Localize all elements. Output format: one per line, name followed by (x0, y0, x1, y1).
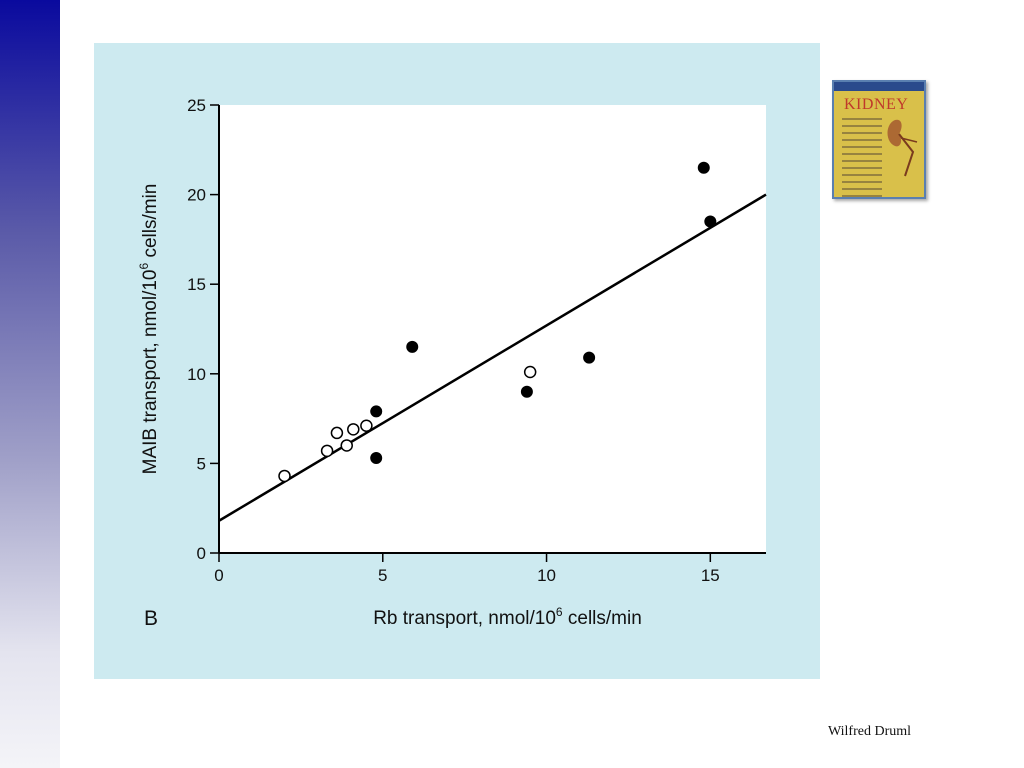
book-cover-image: KIDNEY (832, 80, 926, 199)
y-tick-label: 0 (197, 544, 206, 563)
book-cover-text-lines (842, 118, 882, 197)
x-tick-label: 15 (701, 566, 720, 585)
figure-panel: 0 5 10 15 20 25 0 5 10 15 MAIB transport, nmol/10… (94, 43, 820, 679)
open-data-point (278, 469, 291, 483)
filled-data-point (520, 385, 533, 398)
y-tick-label: 5 (197, 454, 206, 473)
filled-data-point (697, 161, 710, 174)
open-data-point (360, 419, 373, 433)
y-axis-label: MAIB transport, nmol/106 cells/min (137, 184, 161, 475)
filled-data-point (583, 351, 596, 364)
x-tick-label: 10 (537, 566, 556, 585)
y-tick-label: 25 (187, 96, 206, 115)
data-points (278, 161, 717, 483)
x-axis-label: Rb transport, nmol/106 cells/min (373, 605, 642, 629)
scatter-chart: 0 5 10 15 20 25 0 5 10 15 MAIB transport, nmol/10… (137, 96, 767, 630)
open-data-point (330, 426, 344, 440)
y-axis-label-unit: cells/min (140, 184, 161, 263)
x-tick-label: 5 (378, 566, 387, 585)
panel-label: B (144, 607, 158, 630)
x-tick-label: 0 (214, 566, 223, 585)
filled-data-point (370, 405, 383, 418)
book-cover-title: KIDNEY (844, 96, 909, 113)
author-credit: Wilfred Druml (828, 724, 912, 739)
book-cover-band (834, 82, 924, 91)
x-axis-label-main: Rb transport, nmol/10 (373, 608, 556, 629)
open-data-point (340, 439, 353, 452)
y-tick-label: 20 (187, 186, 206, 205)
kidney-illustration-icon (887, 119, 918, 177)
x-axis-label-unit: cells/min (563, 608, 642, 629)
y-axis-label-main: MAIB transport, nmol/10 (140, 270, 161, 475)
x-axis-label-superscript: 6 (556, 605, 563, 619)
axes (218, 105, 766, 554)
fit-line-group (218, 193, 767, 522)
tick-marks: 0 5 10 15 20 25 0 5 10 15 (187, 96, 720, 585)
y-axis-label-superscript: 6 (137, 263, 151, 270)
open-data-point (320, 444, 334, 458)
filled-data-point (406, 340, 419, 353)
plot-area (219, 105, 766, 553)
left-gradient-bar (0, 0, 60, 768)
open-data-point (523, 365, 537, 379)
y-tick-label: 15 (187, 275, 206, 294)
regression-line (218, 193, 767, 522)
filled-data-point (704, 215, 717, 228)
filled-data-point (370, 452, 383, 465)
y-tick-label: 10 (187, 365, 206, 384)
open-data-point (347, 423, 360, 436)
